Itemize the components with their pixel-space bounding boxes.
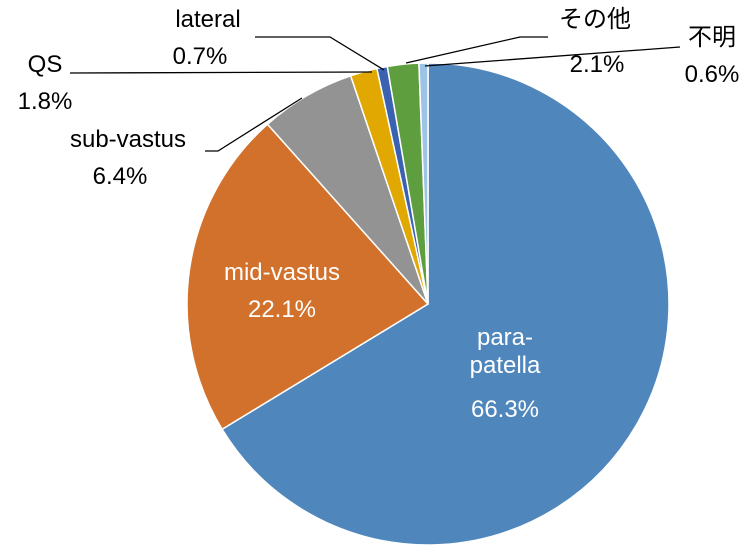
slice-label: mid-vastus (223, 259, 341, 286)
slice-label: 22.1% (247, 296, 317, 323)
slice-label: 0.7% (172, 43, 228, 70)
leader-line (205, 97, 303, 152)
leader-line (405, 36, 548, 64)
pie-slice (186, 123, 430, 431)
slice-label: 1.8% (17, 88, 73, 115)
slice-label: 2.1% (569, 51, 625, 78)
slice-label: lateral (175, 6, 241, 33)
leader-line (69, 71, 373, 74)
slice-label: 不明 (688, 24, 736, 51)
slice-label: QS (27, 51, 63, 78)
slice-label: 66.3% (470, 396, 540, 423)
slice-label: 6.4% (92, 163, 148, 190)
slice-label: para-patella (469, 324, 541, 379)
pie-slice (221, 62, 670, 545)
slice-label: その他 (559, 6, 631, 33)
pie-slice (418, 62, 429, 305)
slice-label: sub-vastus (69, 126, 187, 153)
leader-line (424, 46, 681, 67)
slice-label: 0.6% (684, 61, 740, 88)
leader-line (255, 36, 385, 71)
